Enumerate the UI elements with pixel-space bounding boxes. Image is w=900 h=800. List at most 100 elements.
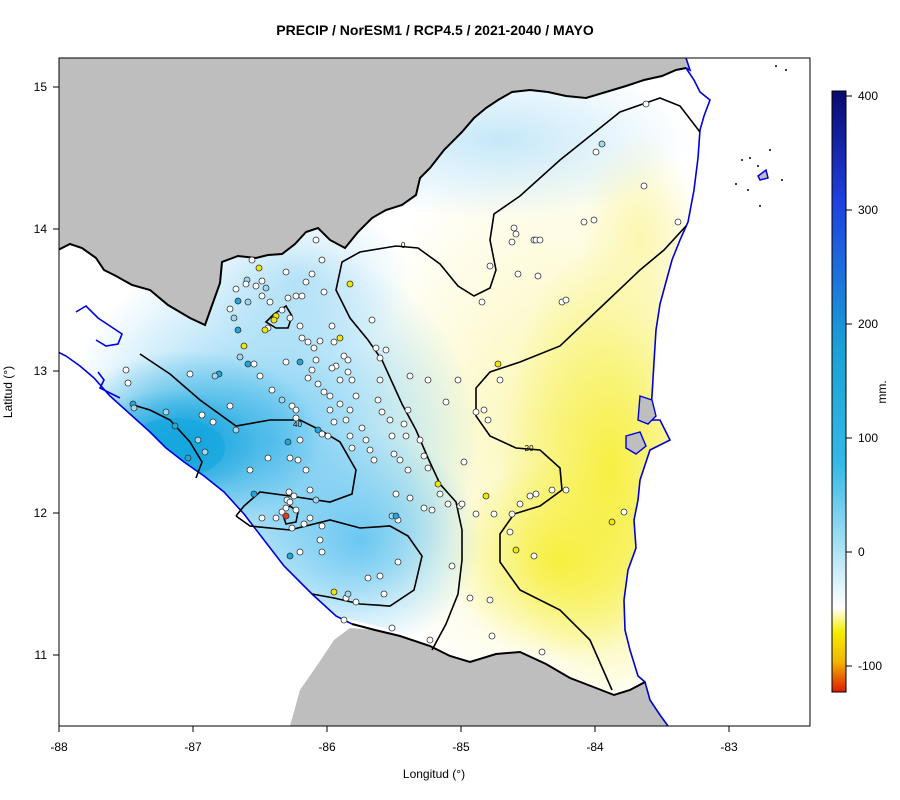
caribbean-lagoon	[637, 395, 657, 425]
x-tick-label: -84	[586, 740, 604, 754]
station-marker	[320, 288, 328, 296]
station-marker	[336, 400, 344, 408]
station-marker	[396, 456, 404, 464]
station-marker	[314, 426, 322, 434]
station-marker	[352, 598, 360, 606]
station-marker	[308, 270, 316, 278]
station-marker	[194, 436, 202, 444]
costa-rica-land	[290, 628, 668, 726]
station-marker	[362, 436, 370, 444]
station-marker	[258, 292, 266, 300]
station-marker	[244, 298, 252, 306]
station-marker	[286, 552, 294, 560]
station-marker	[298, 292, 306, 300]
station-marker	[590, 216, 598, 224]
contour-lines	[129, 97, 701, 691]
station-marker	[298, 334, 306, 342]
station-marker	[532, 490, 540, 498]
station-marker	[278, 508, 286, 516]
station-marker	[300, 520, 308, 528]
station-marker	[642, 100, 650, 108]
station-marker	[348, 376, 356, 384]
station-marker	[304, 374, 312, 382]
station-marker	[284, 438, 292, 446]
station-marker	[340, 616, 348, 624]
station-marker	[454, 376, 462, 384]
station-marker	[294, 456, 302, 464]
station-marker	[482, 492, 490, 500]
station-marker	[211, 372, 219, 380]
x-tick-label: -83	[720, 740, 738, 754]
station-marker	[252, 282, 260, 290]
station-marker	[478, 298, 486, 306]
station-marker	[306, 486, 314, 494]
station-marker	[328, 364, 336, 372]
station-marker	[286, 314, 294, 322]
station-marker	[246, 466, 254, 474]
colorbar	[831, 90, 847, 693]
station-marker	[124, 379, 132, 387]
station-marker	[392, 490, 400, 498]
station-marker	[314, 380, 322, 388]
colorbar-tick-label: 0	[858, 545, 865, 559]
station-marker	[510, 224, 518, 232]
station-marker	[278, 306, 286, 314]
station-marker	[364, 574, 372, 582]
colorbar-tick-label: 200	[858, 317, 878, 331]
station-marker	[326, 406, 334, 414]
station-marker	[296, 548, 304, 556]
station-marker	[330, 338, 338, 346]
station-marker	[428, 506, 436, 514]
station-marker	[186, 370, 194, 378]
y-tick-label: 13	[34, 364, 48, 378]
station-marker	[282, 358, 290, 366]
station-marker	[460, 458, 468, 466]
station-marker	[312, 496, 320, 504]
station-marker	[592, 148, 600, 156]
station-marker	[598, 140, 606, 148]
y-tick-label: 12	[34, 506, 48, 520]
station-marker	[512, 546, 520, 554]
station-marker	[250, 360, 258, 368]
station-marker	[198, 411, 206, 419]
station-marker	[318, 430, 326, 438]
y-tick-label: 15	[34, 80, 48, 94]
station-marker	[130, 404, 138, 412]
station-marker	[390, 450, 398, 458]
station-marker	[340, 352, 348, 360]
station-marker	[242, 280, 250, 288]
station-marker	[608, 518, 616, 526]
map-title: PRECIP / NorESM1 / RCP4.5 / 2021-2040 / …	[276, 22, 594, 38]
station-marker	[282, 504, 290, 512]
station-marker	[318, 522, 326, 530]
station-marker	[232, 285, 240, 293]
station-marker	[358, 424, 366, 432]
station-marker	[400, 420, 408, 428]
station-marker	[171, 422, 179, 430]
station-marker	[244, 360, 252, 368]
station-marker	[548, 486, 556, 494]
station-marker	[436, 490, 444, 498]
station-marker	[226, 305, 234, 313]
station-marker	[255, 264, 263, 272]
station-marker	[420, 452, 428, 460]
station-marker	[376, 376, 384, 384]
station-marker	[538, 648, 546, 656]
x-tick-label: -85	[452, 740, 470, 754]
station-marker	[346, 280, 354, 288]
station-marker	[201, 448, 209, 456]
station-marker	[378, 408, 386, 416]
station-marker	[536, 236, 544, 244]
station-marker	[370, 456, 378, 464]
contour-80-loop	[129, 403, 203, 479]
contour-label-minus20: -20	[522, 444, 534, 453]
station-marker	[674, 218, 682, 226]
y-axis-label: Latitud (°)	[1, 366, 15, 418]
station-marker	[344, 368, 352, 376]
station-marker	[480, 406, 488, 414]
station-marker	[264, 454, 272, 462]
station-marker	[530, 552, 538, 560]
station-marker	[318, 256, 326, 264]
colorbar-tick-label: -100	[858, 659, 882, 673]
station-marker	[580, 218, 588, 226]
